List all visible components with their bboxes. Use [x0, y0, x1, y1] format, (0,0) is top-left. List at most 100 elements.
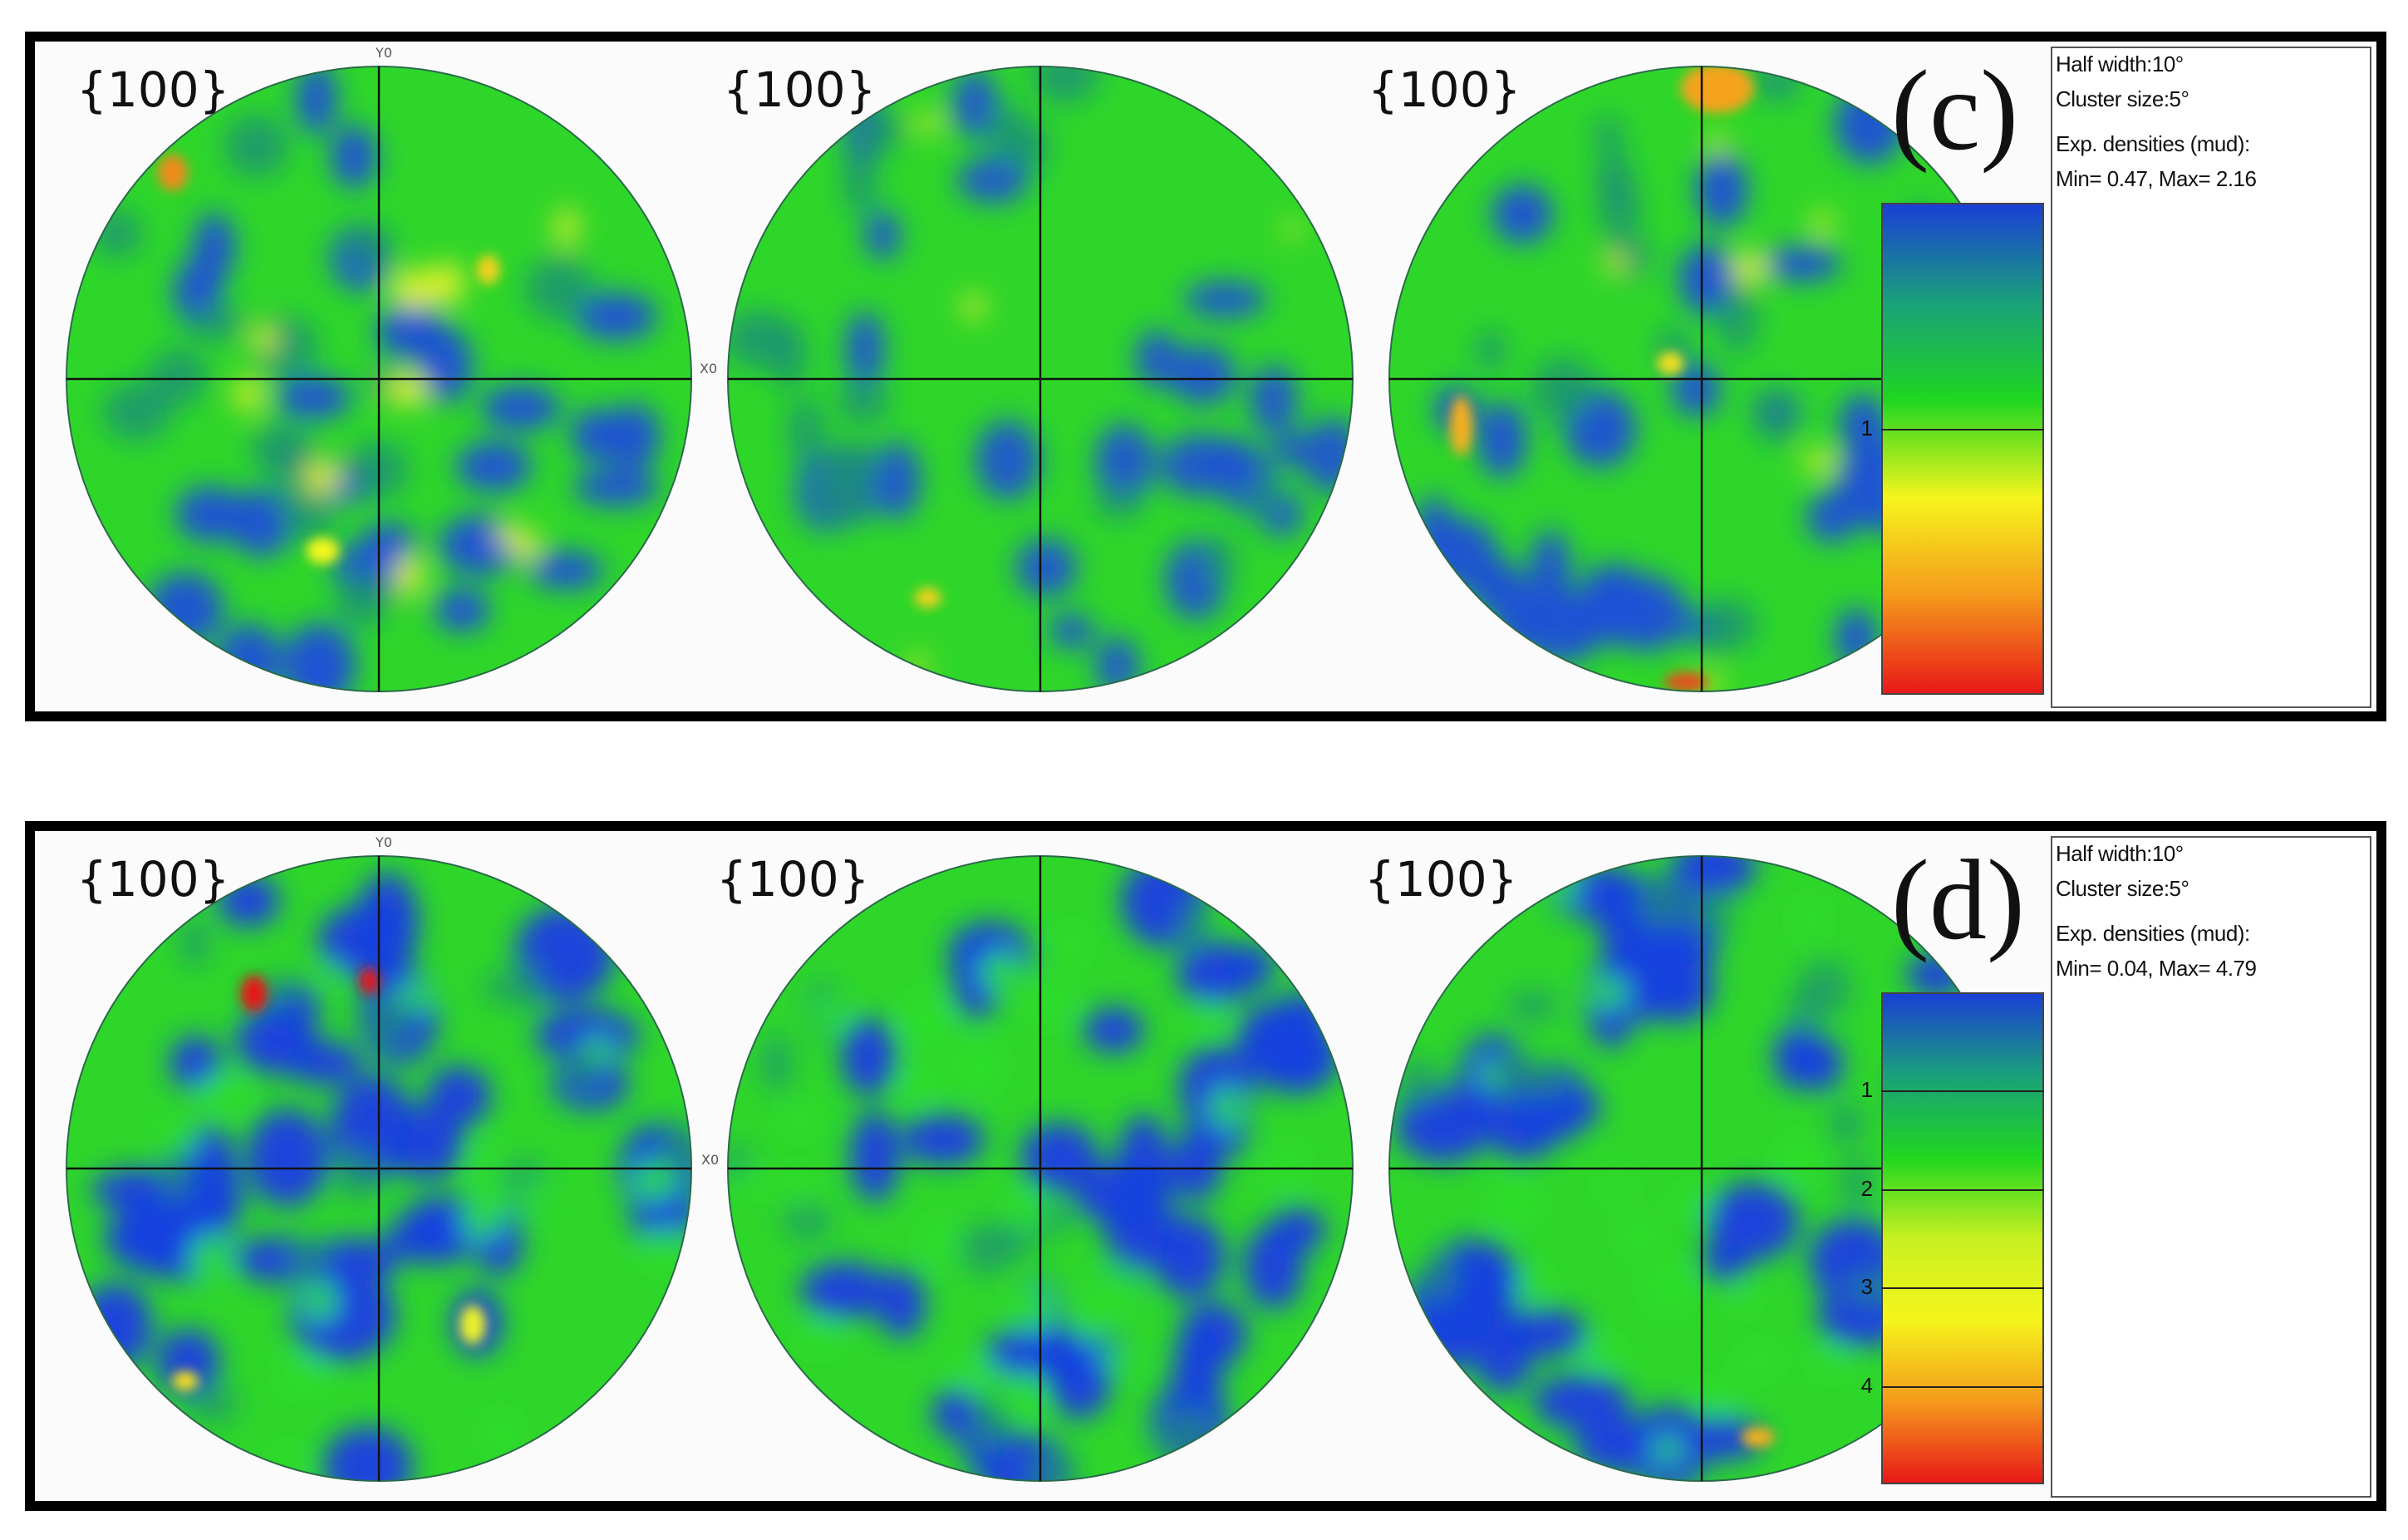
density-blob — [512, 957, 543, 1014]
legend-densities-label: Exp. densities (mud): — [2056, 131, 2250, 156]
density-blob — [980, 952, 1022, 991]
density-blob — [761, 1034, 793, 1094]
density-blob — [524, 257, 595, 321]
colorbar-tick-label: 3 — [1860, 1274, 1873, 1300]
density-blob — [146, 572, 224, 646]
density-blob — [1779, 1139, 1819, 1182]
density-blob — [915, 113, 941, 134]
density-blob — [1249, 365, 1298, 435]
pole-figure — [728, 66, 1353, 691]
density-blob — [1176, 940, 1254, 1006]
density-blob — [1580, 1341, 1622, 1369]
panel-d-canvas: {100} {100} {100} Y0 X0 (d) Half width:1… — [35, 831, 2376, 1501]
density-blob — [1708, 131, 1727, 155]
density-blob — [284, 1041, 362, 1085]
density-blob — [276, 376, 351, 420]
legend-densities-label: Exp. densities (mud): — [2056, 921, 2250, 946]
density-blob — [1699, 1384, 1740, 1415]
density-blob — [849, 1109, 901, 1203]
density-blob — [1840, 1158, 1873, 1208]
density-blob — [1718, 287, 1758, 354]
density-peak — [157, 154, 188, 191]
density-blob — [520, 1180, 551, 1213]
pole-figure-title-2: {100} — [716, 851, 870, 908]
x-axis-label: X0 — [701, 1152, 720, 1168]
density-blob — [1118, 1114, 1170, 1208]
density-blob — [1693, 598, 1757, 652]
density-blob — [799, 1320, 843, 1351]
density-blob — [1592, 117, 1624, 149]
y-axis-label: Y0 — [376, 834, 392, 850]
density-peak — [1741, 1427, 1775, 1448]
legend-box: Half width:10° Cluster size:5° Exp. dens… — [2051, 47, 2371, 708]
density-blob — [843, 148, 877, 216]
density-blob — [1008, 1371, 1043, 1417]
density-blob — [1595, 148, 1633, 207]
density-blob — [1243, 1224, 1305, 1310]
density-blob — [395, 984, 439, 1010]
density-blob — [196, 1075, 243, 1109]
density-blob — [366, 994, 411, 1053]
colorbar-tick-line — [1881, 1188, 2044, 1191]
density-blob — [1663, 1265, 1688, 1307]
density-blob — [951, 69, 998, 139]
density-blob — [376, 303, 445, 360]
density-blob — [633, 1159, 677, 1202]
density-blob — [104, 1204, 209, 1272]
density-blob — [1530, 529, 1571, 613]
panel-d: {100} {100} {100} Y0 X0 (d) Half width:1… — [25, 821, 2386, 1511]
density-blob — [304, 460, 341, 495]
density-blob — [574, 293, 657, 341]
density-blob — [1090, 1270, 1138, 1310]
density-blob — [841, 1017, 896, 1096]
density-blob — [571, 408, 622, 462]
density-blob — [931, 1389, 980, 1439]
density-blob — [1801, 450, 1837, 473]
density-blob — [386, 373, 429, 406]
density-blob — [1183, 281, 1267, 318]
density-blob — [1247, 475, 1283, 521]
density-blob — [1678, 244, 1735, 315]
density-blob — [641, 1228, 686, 1268]
density-blob — [1806, 492, 1857, 544]
density-blob — [971, 1396, 1011, 1453]
density-blob — [101, 382, 172, 441]
density-blob — [1690, 1416, 1764, 1461]
density-blob — [1600, 1173, 1631, 1198]
density-blob — [1829, 1101, 1865, 1147]
density-blob — [246, 1108, 329, 1208]
density-blob — [1010, 1189, 1044, 1233]
density-blob — [224, 114, 289, 178]
density-blob — [335, 1145, 382, 1203]
density-blob — [336, 568, 390, 628]
density-blob — [845, 311, 886, 387]
density-blob — [1103, 1191, 1178, 1268]
density-blob — [1531, 357, 1596, 424]
density-blob — [1423, 1248, 1457, 1303]
density-blob — [1157, 1407, 1216, 1466]
density-blob — [1271, 432, 1312, 468]
density-blob — [1730, 1287, 1755, 1311]
density-peak — [476, 254, 500, 285]
panel-letter: (d) — [1891, 836, 2025, 963]
density-blob — [555, 208, 578, 247]
density-blob — [1696, 152, 1748, 228]
density-blob — [1574, 1415, 1668, 1475]
density-blob — [534, 1008, 640, 1063]
density-blob — [1010, 1286, 1054, 1333]
density-blob — [427, 262, 465, 305]
density-blob — [864, 210, 902, 260]
density-blob — [1603, 253, 1628, 273]
density-blob — [1049, 613, 1095, 649]
density-blob — [1491, 184, 1553, 244]
density-blob — [1707, 1182, 1799, 1262]
density-blob — [1394, 1058, 1442, 1107]
legend-box: Half width:10° Cluster size:5° Exp. dens… — [2051, 836, 2371, 1498]
density-blob — [604, 403, 661, 470]
density-blob — [584, 1037, 612, 1063]
density-blob — [322, 1426, 414, 1481]
density-blob — [1737, 1349, 1781, 1373]
density-blob — [1177, 898, 1208, 955]
density-blob — [1048, 1336, 1112, 1419]
density-blob — [1094, 484, 1144, 520]
